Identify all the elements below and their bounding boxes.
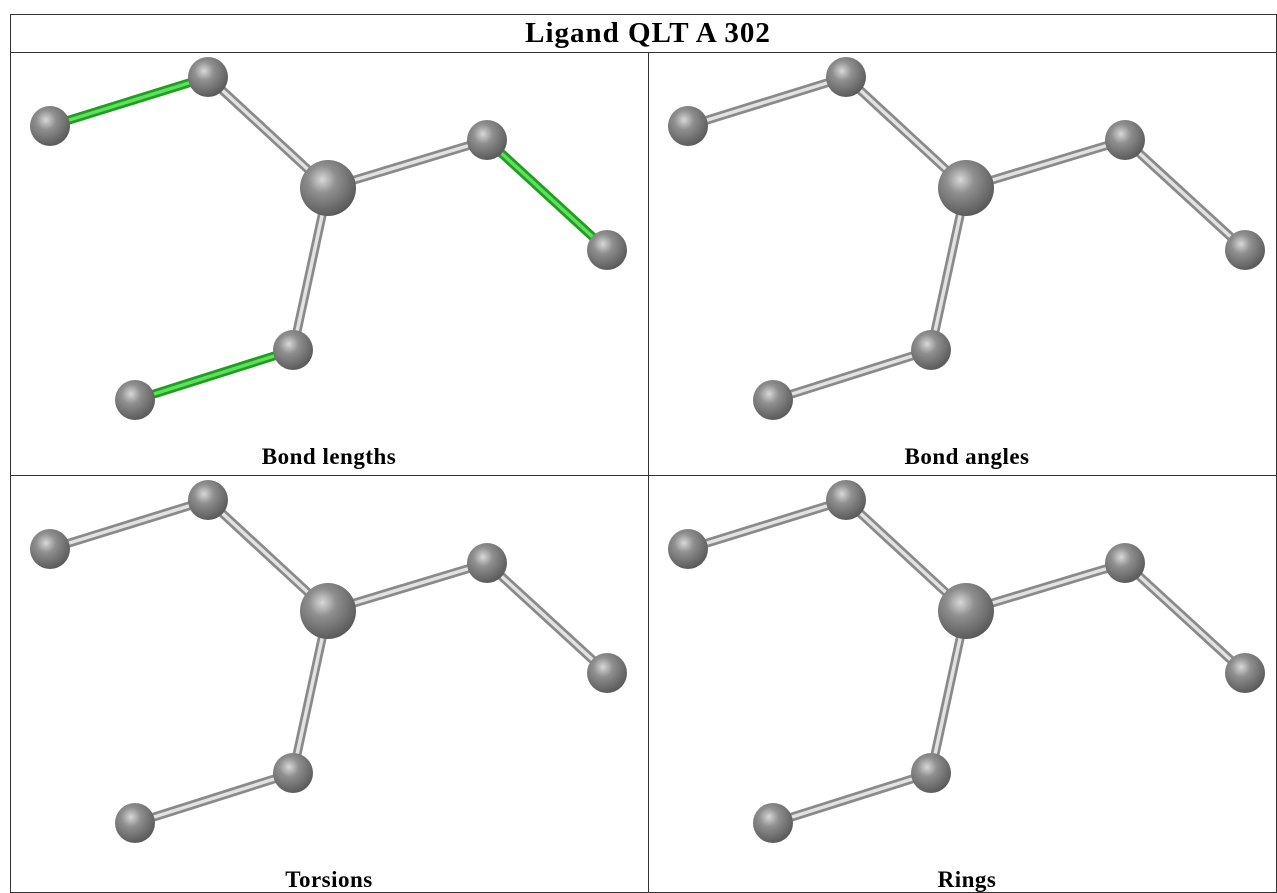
atom (115, 380, 155, 420)
atom (467, 543, 507, 583)
atom (1105, 120, 1145, 160)
atom (30, 106, 70, 146)
atom (300, 583, 356, 639)
atom (668, 529, 708, 569)
atom (753, 380, 793, 420)
atom (273, 753, 313, 793)
atom (467, 120, 507, 160)
atom (1225, 653, 1265, 693)
atom (300, 160, 356, 216)
page: Ligand QLT A 302 Bond lengths Bond angles… (0, 0, 1277, 893)
atom (188, 480, 228, 520)
atom (911, 753, 951, 793)
atom (911, 330, 951, 370)
atom (115, 803, 155, 843)
atom (587, 653, 627, 693)
title: Ligand QLT A 302 (525, 17, 771, 49)
atom (753, 803, 793, 843)
atom (938, 160, 994, 216)
atom (273, 330, 313, 370)
atom (1225, 230, 1265, 270)
atom (826, 480, 866, 520)
atom (938, 583, 994, 639)
atom (1105, 543, 1145, 583)
atom (188, 57, 228, 97)
figure: Ligand QLT A 302 Bond lengths Bond angles… (0, 0, 1277, 893)
panel-label: Torsions (285, 867, 373, 892)
panel-label: Bond angles (904, 444, 1029, 469)
atom (30, 529, 70, 569)
panel-label: Bond lengths (262, 444, 396, 469)
atom (587, 230, 627, 270)
atom (668, 106, 708, 146)
panel-label: Rings (938, 867, 997, 892)
table-border (11, 15, 1277, 893)
atom (826, 57, 866, 97)
